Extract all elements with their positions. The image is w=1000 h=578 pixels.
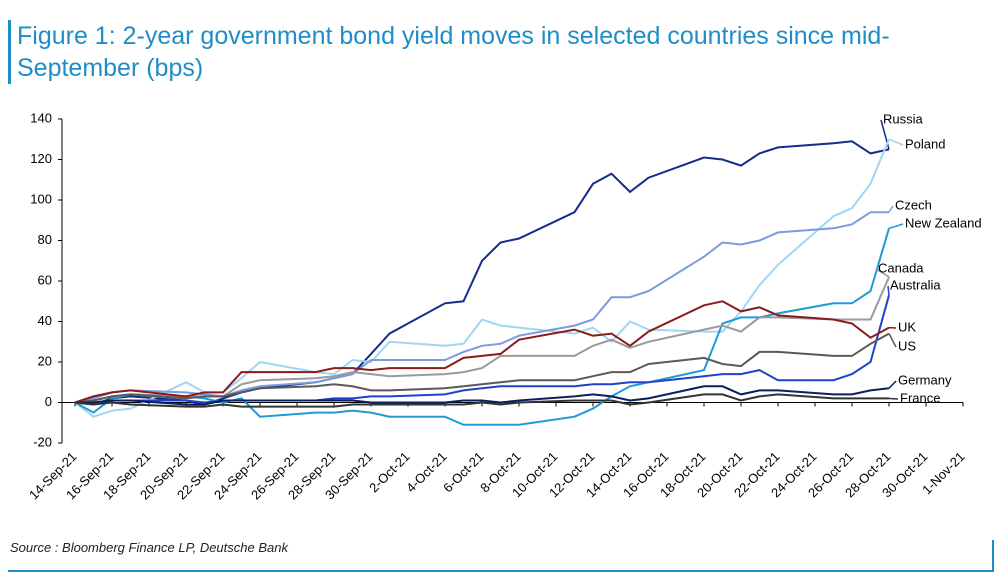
- y-tick-label: 40: [38, 313, 52, 328]
- source: Source : Bloomberg Finance LP, Deutsche …: [10, 540, 288, 555]
- series-line: [74, 332, 890, 404]
- y-tick-label: 60: [38, 272, 52, 287]
- series-label: US: [898, 338, 916, 353]
- series-line: [74, 228, 890, 426]
- series-label: UK: [898, 319, 916, 334]
- label-leader: [887, 285, 890, 296]
- series-label: Germany: [898, 372, 952, 387]
- label-leader: [888, 223, 904, 230]
- y-tick-label: -20: [33, 434, 52, 449]
- series-label: Poland: [905, 136, 945, 151]
- series-line: [74, 393, 889, 408]
- series-line: [75, 385, 890, 406]
- series-label: Czech: [895, 197, 932, 212]
- y-tick-label: 140: [30, 110, 52, 125]
- series-label: Canada: [878, 260, 924, 275]
- series-line: [74, 300, 890, 404]
- chart-title: Figure 1: 2-year government bond yield m…: [8, 20, 997, 84]
- series-label: Australia: [890, 277, 941, 292]
- label-leader: [888, 333, 897, 348]
- series-label: New Zealand: [905, 215, 982, 230]
- y-tick-label: 80: [38, 232, 52, 247]
- label-leader: [888, 205, 894, 213]
- label-leader: [888, 380, 897, 389]
- series-line: [74, 211, 889, 404]
- series-line: [75, 294, 890, 404]
- label-leader: [875, 268, 890, 278]
- y-tick-label: 100: [30, 191, 52, 206]
- y-tick-label: 0: [45, 394, 52, 409]
- label-leader: [888, 397, 899, 400]
- label-leader: [888, 138, 904, 146]
- y-tick-label: 20: [38, 353, 52, 368]
- series-label: France: [900, 390, 940, 405]
- series-line: [74, 140, 890, 406]
- y-tick-label: 120: [30, 151, 52, 166]
- series-label: Russia: [883, 111, 924, 126]
